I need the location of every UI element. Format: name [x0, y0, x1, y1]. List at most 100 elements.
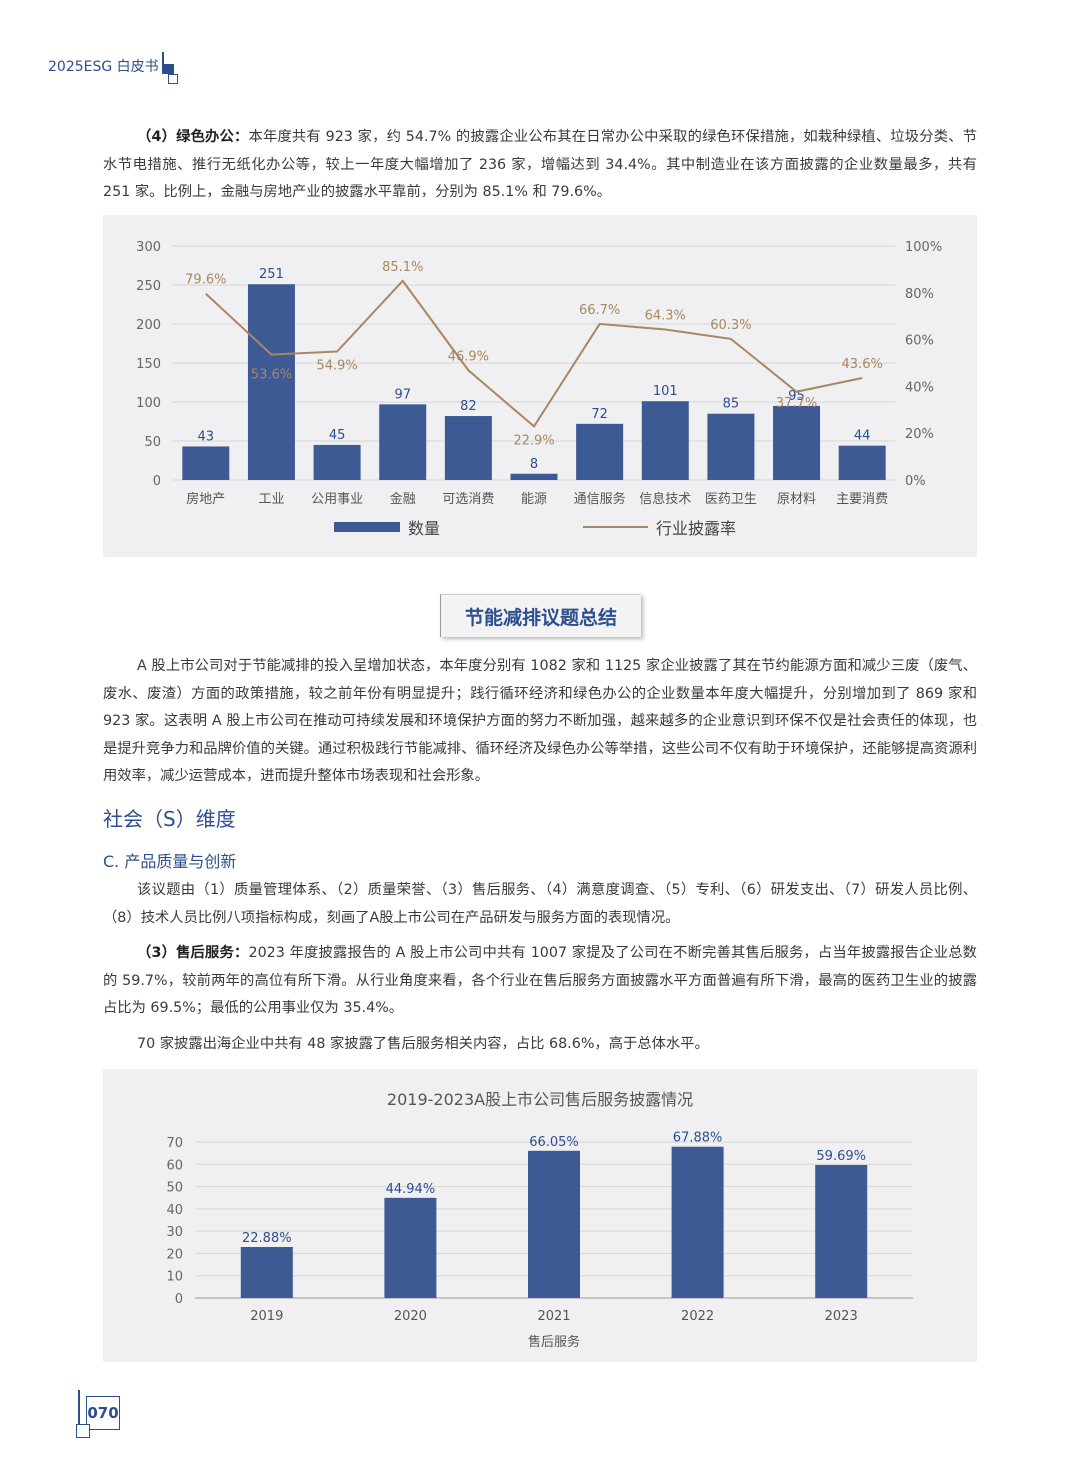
bar-value-label: 101 — [653, 384, 678, 399]
subsection-title: C. 产品质量与创新 — [103, 852, 237, 871]
y-tick-label: 20 — [166, 1247, 183, 1262]
bar — [182, 446, 230, 480]
bar — [444, 416, 492, 480]
after-sales-lead: （3）售后服务： — [137, 945, 249, 961]
header-decoration-square — [164, 64, 174, 74]
x-tick-label: 2021 — [537, 1309, 570, 1324]
y-right-tick-label: 0% — [905, 474, 926, 489]
y-left-tick-label: 0 — [153, 474, 161, 489]
bar-value-label: 66.05% — [529, 1135, 579, 1150]
chart-title: 2019-2023A股上市公司售后服务披露情况 — [387, 1090, 693, 1109]
y-tick-label: 60 — [166, 1158, 183, 1173]
x-tick-label: 能源 — [521, 492, 547, 507]
y-left-tick-label: 250 — [136, 279, 161, 294]
y-right-tick-label: 20% — [905, 427, 934, 442]
line-value-label: 22.9% — [513, 433, 554, 448]
y-left-tick-label: 150 — [136, 357, 161, 372]
page-number: 070 — [86, 1396, 120, 1430]
green-office-paragraph: （4）绿色办公：本年度共有 923 家，约 54.7% 的披露企业公布其在日常办… — [103, 124, 977, 207]
y-tick-label: 30 — [166, 1225, 183, 1240]
bar — [379, 404, 427, 480]
y-left-tick-label: 50 — [144, 435, 161, 450]
after-sales-paragraph: （3）售后服务：2023 年度披露报告的 A 股上市公司中共有 1007 家提及… — [103, 940, 977, 1023]
y-tick-label: 70 — [166, 1136, 183, 1151]
bar-value-label: 22.88% — [242, 1231, 292, 1246]
x-tick-label: 金融 — [390, 491, 416, 507]
x-tick-label: 2022 — [681, 1309, 714, 1324]
after-sales-trend-chart: 2019-2023A股上市公司售后服务披露情况 0 10 20 30 40 50 60 70 22… — [103, 1069, 977, 1362]
x-tick-label: 主要消费 — [836, 492, 888, 507]
green-office-text: 本年度共有 923 家，约 54.7% 的披露企业公布其在日常办公中采取的绿色环… — [103, 129, 977, 200]
header-decoration-bar — [162, 52, 164, 74]
y-right-tick-label: 40% — [905, 380, 934, 395]
product-quality-paragraph: 该议题由（1）质量管理体系、（2）质量荣誉、（3）售后服务、（4）满意度调查、（… — [103, 882, 977, 926]
bar-value-label: 67.88% — [673, 1131, 723, 1146]
summary-box: 节能减排议题总结 — [440, 594, 641, 637]
y-right-tick-label: 100% — [905, 240, 942, 255]
bar — [313, 444, 361, 480]
bar — [671, 1146, 724, 1298]
line-value-label: 43.6% — [842, 357, 883, 372]
y-right-tick-label: 60% — [905, 334, 934, 349]
x-tick-label: 可选消费 — [442, 492, 494, 507]
y-left-tick-label: 300 — [136, 240, 161, 255]
bar-value-label: 43 — [198, 429, 215, 444]
header-decoration-square-outline — [168, 74, 178, 84]
bar — [510, 473, 558, 480]
x-axis-label: 售后服务 — [528, 1334, 580, 1350]
line-value-label: 66.7% — [579, 303, 620, 318]
legend-line-label: 行业披露率 — [656, 519, 736, 538]
overseas-paragraph: 70 家披露出海企业中共有 48 家披露了售后服务相关内容，占比 68.6%，高… — [137, 1036, 709, 1052]
x-tick-label: 房地产 — [186, 491, 225, 507]
after-sales-text: 2023 年度披露报告的 A 股上市公司中共有 1007 家提及了公司在不断完善… — [103, 945, 977, 1016]
x-tick-label: 工业 — [258, 492, 284, 507]
green-office-lead: （4）绿色办公： — [137, 129, 249, 145]
x-tick-label: 通信服务 — [574, 491, 626, 507]
page-number-decoration-bar — [78, 1390, 80, 1430]
y-tick-label: 10 — [166, 1270, 183, 1285]
x-tick-label: 2020 — [394, 1309, 427, 1324]
bar — [707, 413, 755, 480]
bar-value-label: 59.69% — [816, 1149, 866, 1164]
page-number-decoration-square — [76, 1424, 90, 1438]
y-left-tick-label: 100 — [136, 396, 161, 411]
y-tick-label: 50 — [166, 1181, 183, 1196]
x-tick-label: 2019 — [250, 1309, 283, 1324]
x-tick-label: 2023 — [825, 1309, 858, 1324]
bar — [384, 1197, 437, 1298]
line-value-label: 46.9% — [448, 349, 489, 364]
x-tick-label: 医药卫生 — [705, 492, 757, 507]
y-tick-label: 0 — [175, 1292, 183, 1307]
bar-value-label: 95 — [788, 389, 805, 404]
bar — [838, 445, 886, 480]
bar — [240, 1247, 293, 1298]
line-value-label: 79.6% — [185, 273, 226, 288]
y-right-tick-label: 80% — [905, 287, 934, 302]
summary-paragraph: A 股上市公司对于节能减排的投入呈增加状态，本年度分别有 1082 家和 112… — [103, 658, 977, 784]
bar — [641, 401, 689, 480]
line-value-label: 60.3% — [710, 318, 751, 333]
y-left-tick-label: 200 — [136, 318, 161, 333]
bar — [247, 284, 295, 480]
x-tick-label: 信息技术 — [639, 491, 691, 507]
legend-bar-label: 数量 — [408, 519, 440, 538]
bar — [815, 1164, 868, 1298]
after-sales-trend-chart-svg: 2019-2023A股上市公司售后服务披露情况 0 10 20 30 40 50 60 70 22… — [166, 1090, 913, 1350]
bar-value-label: 72 — [591, 407, 608, 422]
bar-value-label: 44 — [854, 429, 871, 444]
header-title: 2025ESG 白皮书 — [48, 59, 159, 75]
bar-value-label: 251 — [259, 267, 284, 282]
x-tick-label: 公用事业 — [311, 492, 363, 507]
bar-value-label: 45 — [329, 428, 346, 443]
bar-value-label: 8 — [530, 457, 538, 472]
y-tick-label: 40 — [166, 1203, 183, 1218]
bar-value-label: 85 — [723, 397, 740, 412]
industry-green-office-chart: 0 50 100 150 200 250 300 0% 20% 40% 60% 80% 100% 43 房地… — [103, 215, 977, 557]
bar-value-label: 97 — [394, 387, 411, 402]
line-value-label: 53.6% — [251, 368, 292, 383]
bar — [773, 405, 821, 480]
bar-value-label: 82 — [460, 399, 477, 414]
bar — [528, 1150, 580, 1298]
bar — [576, 423, 624, 480]
line-value-label: 54.9% — [316, 359, 357, 374]
